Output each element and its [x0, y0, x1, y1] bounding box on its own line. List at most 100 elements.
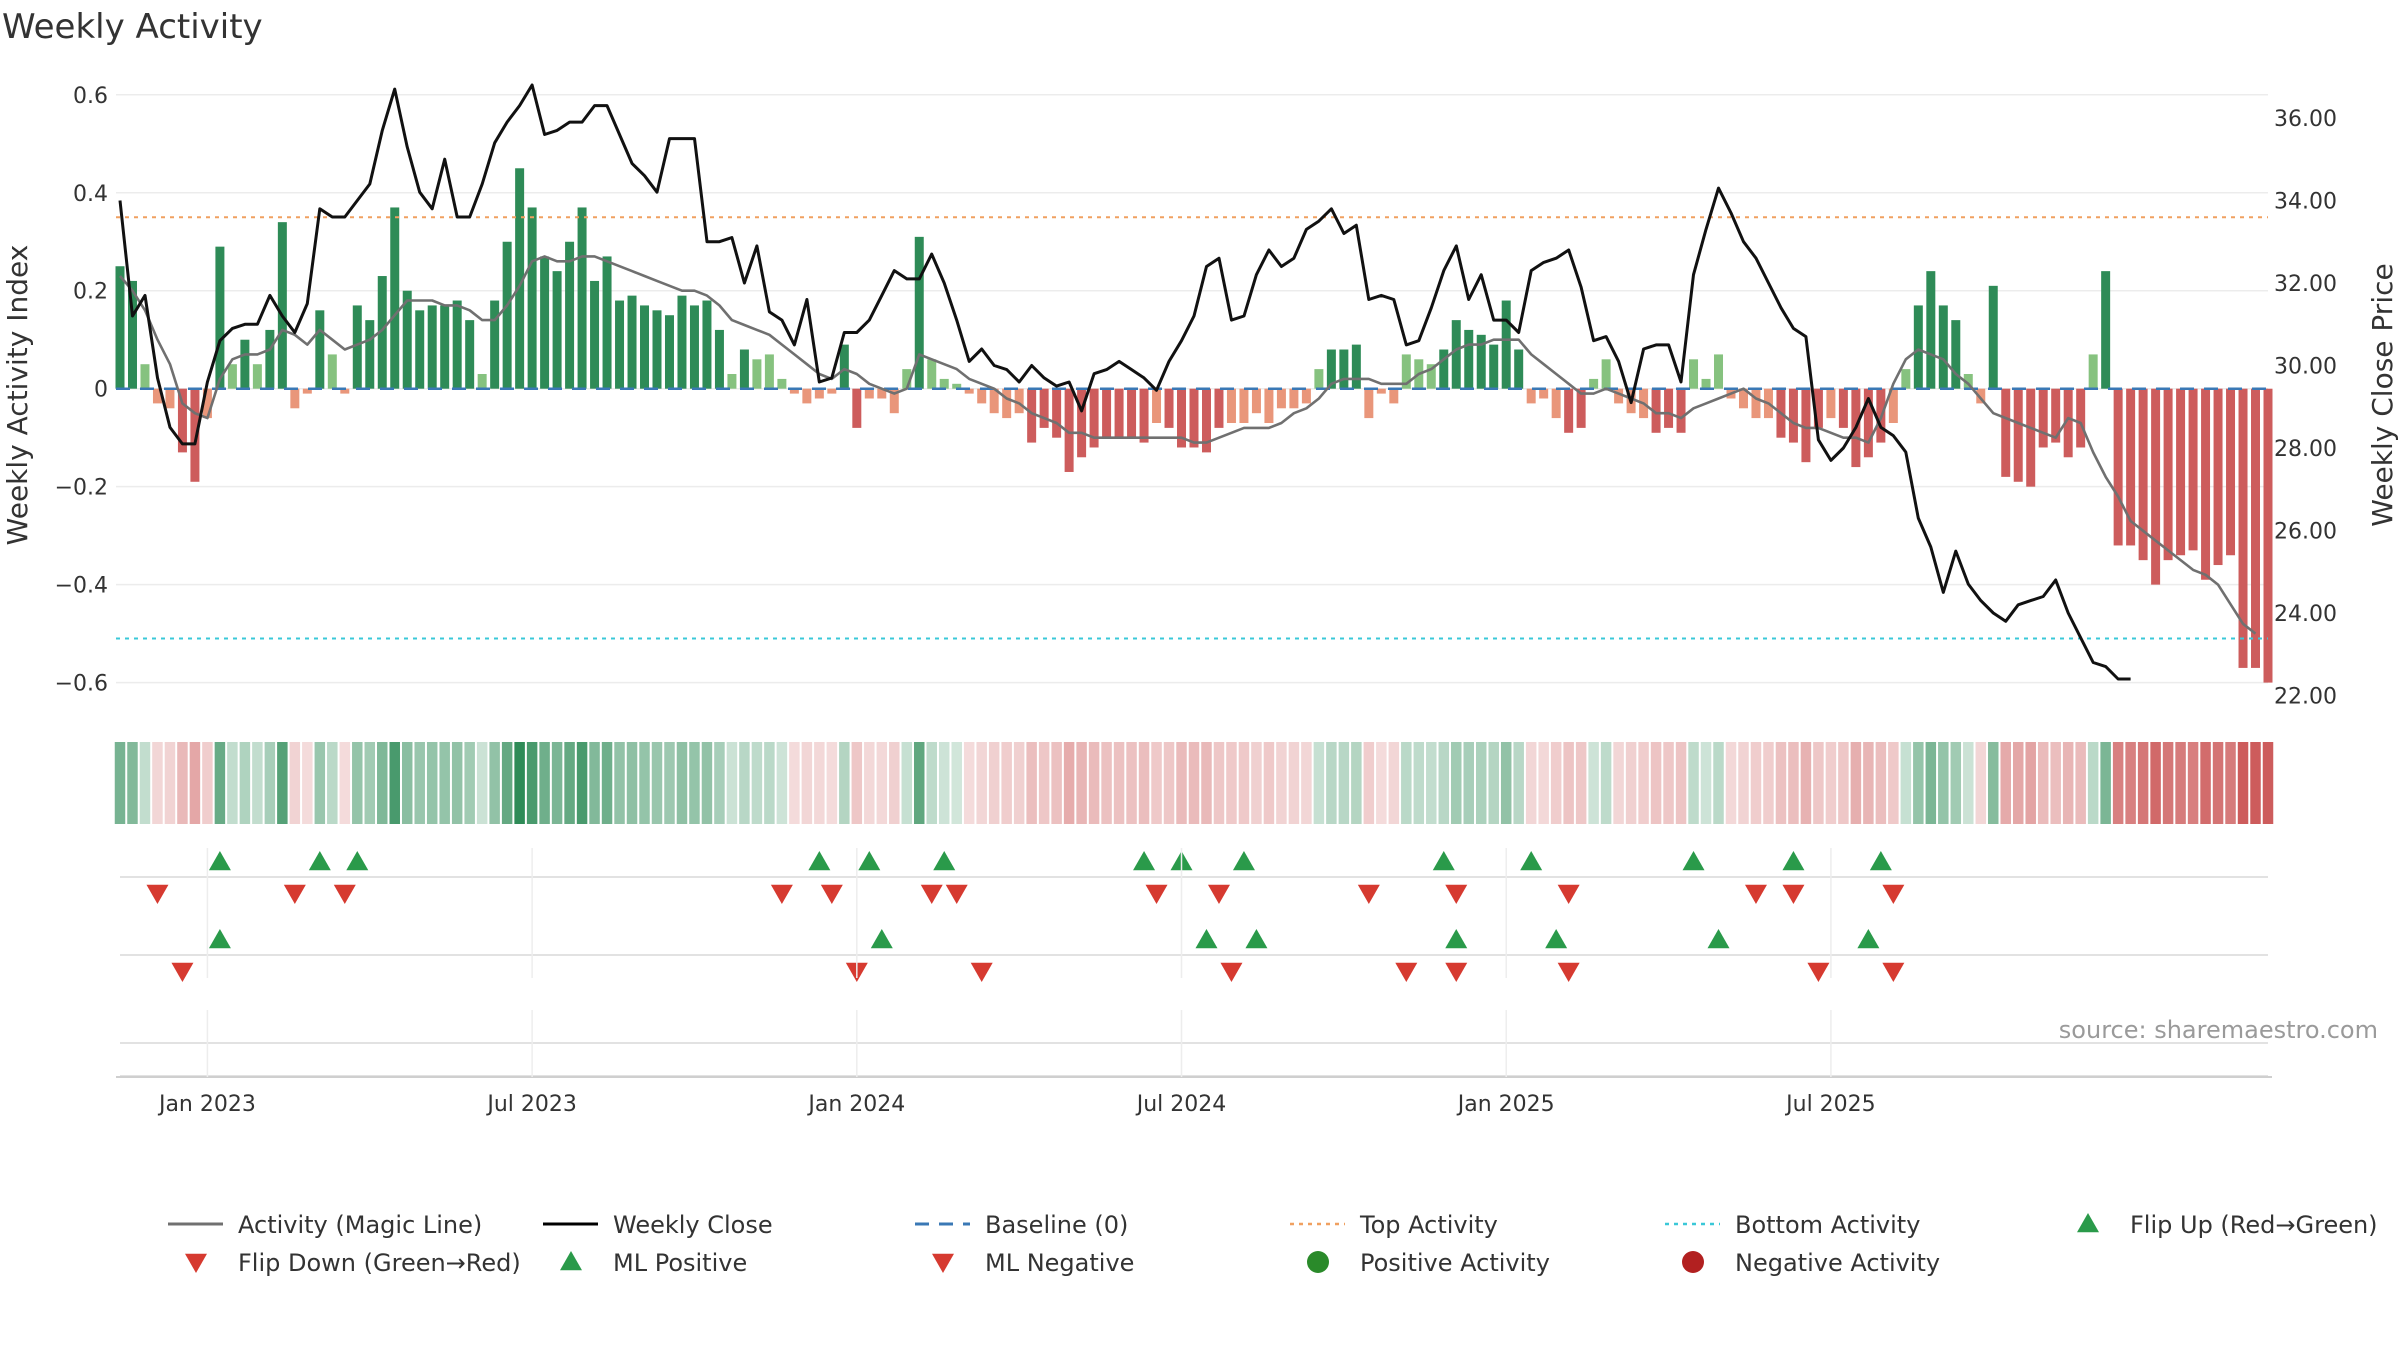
heat-cell	[1051, 742, 1062, 824]
heat-cell	[1713, 742, 1724, 824]
heat-cell	[1888, 742, 1899, 824]
heat-cell	[2100, 742, 2111, 824]
activity-flip-up-marker	[1707, 929, 1730, 949]
heat-cell	[1663, 742, 1674, 824]
legend-label: Weekly Close	[613, 1211, 773, 1239]
activity-bar	[1676, 388, 1686, 433]
heat-cell	[489, 742, 500, 824]
heat-cell	[1475, 742, 1487, 824]
heat-cell	[639, 742, 650, 824]
heat-cell	[1825, 742, 1837, 824]
legend-swatch	[2077, 1213, 2099, 1233]
activity-flip-up-marker	[870, 929, 893, 949]
ml-flip-down-marker	[770, 884, 793, 904]
ml-flip-up-marker	[808, 851, 831, 871]
activity-bar	[602, 256, 612, 389]
x-tick-label: Jul 2024	[1135, 1092, 1227, 1117]
activity-bar	[2101, 271, 2111, 389]
activity-flip-down-marker	[970, 962, 993, 982]
activity-bar	[2238, 388, 2248, 668]
heat-cell	[1775, 742, 1787, 824]
heat-cell	[439, 742, 450, 824]
activity-bar	[515, 168, 525, 389]
activity-bar	[315, 310, 325, 389]
x-tick-label: Jul 2025	[1784, 1092, 1876, 1117]
activity-bar	[2038, 388, 2048, 448]
heat-cell	[914, 742, 925, 824]
magic-line	[119, 255, 2257, 635]
right-tick-label: 26.00	[2274, 520, 2337, 545]
activity-flip-up-marker	[1545, 929, 1568, 949]
activity-bar	[814, 388, 824, 399]
activity-bar	[577, 207, 587, 389]
heat-cell	[339, 742, 351, 824]
activity-bar	[1601, 359, 1611, 389]
activity-flip-down-marker	[171, 962, 194, 982]
activity-bar	[1226, 388, 1236, 423]
weekly-close-line	[118, 83, 2131, 681]
activity-bar	[2176, 388, 2186, 556]
heat-cell	[1500, 742, 1512, 824]
activity-bar	[190, 388, 200, 482]
activity-bar	[365, 320, 375, 389]
activity-flip-down-marker	[1557, 962, 1580, 982]
heat-cell	[302, 742, 313, 824]
activity-bar	[340, 388, 350, 394]
right-axis-title: Weekly Close Price	[2366, 263, 2399, 526]
activity-bar	[852, 388, 862, 428]
heat-cell	[1900, 742, 1912, 824]
heat-cell	[2212, 742, 2224, 824]
activity-bar	[302, 388, 312, 394]
heat-cell	[2037, 742, 2049, 824]
activity-bar	[490, 300, 500, 389]
activity-bar	[1913, 305, 1923, 389]
legend-label: ML Positive	[613, 1249, 747, 1277]
heat-cell	[1875, 742, 1887, 824]
activity-bar	[502, 241, 512, 389]
heat-cell	[1488, 742, 1499, 824]
heat-cell	[189, 742, 201, 824]
heat-cell	[1963, 742, 1974, 824]
legend-label: ML Negative	[985, 1249, 1134, 1277]
activity-bar	[590, 280, 600, 389]
activity-bar	[2088, 354, 2098, 389]
activity-bar	[902, 369, 912, 389]
activity-bar	[402, 290, 412, 389]
activity-bar	[1039, 388, 1049, 428]
activity-bar	[1289, 388, 1299, 409]
right-axis-ticks: 36.00 34.00 32.00 30.00 28.00 26.00 24.00 22.00	[2274, 107, 2337, 710]
activity-bar	[1489, 344, 1499, 389]
activity-bar	[739, 349, 749, 389]
activity-bar	[615, 300, 625, 389]
activity-bar	[290, 388, 300, 409]
ml-flip-up-marker	[1133, 851, 1156, 871]
ml-flip-down-marker	[1782, 884, 1805, 904]
right-tick-label: 22.00	[2274, 685, 2337, 710]
heat-cell	[1550, 742, 1562, 824]
heat-cell	[2262, 742, 2274, 824]
legend-label: Bottom Activity	[1735, 1211, 1920, 1239]
heat-cell	[701, 742, 713, 824]
activity-bar	[2163, 388, 2173, 561]
activity-bar	[1514, 349, 1524, 389]
heat-cell	[1163, 742, 1175, 824]
heat-cell	[2075, 742, 2086, 824]
heat-cell	[526, 742, 538, 824]
activity-bar	[2201, 388, 2211, 580]
activity-bar	[989, 388, 999, 414]
heat-cell	[139, 742, 151, 824]
heat-cell	[1525, 742, 1537, 824]
activity-bar	[565, 241, 575, 389]
activity-bar	[1201, 388, 1211, 453]
heat-cell	[1600, 742, 1612, 824]
activity-bar	[1264, 388, 1274, 423]
ml-flip-down-marker	[1357, 884, 1380, 904]
activity-flip-down-marker	[1807, 962, 1830, 982]
activity-bar	[1426, 364, 1436, 389]
heat-cell	[426, 742, 438, 824]
ml-flip-down-marker	[1145, 884, 1168, 904]
ml-flip-down-marker	[283, 884, 306, 904]
heat-cell	[2112, 742, 2124, 824]
activity-bar	[327, 354, 337, 389]
right-tick-label: 30.00	[2274, 355, 2337, 380]
